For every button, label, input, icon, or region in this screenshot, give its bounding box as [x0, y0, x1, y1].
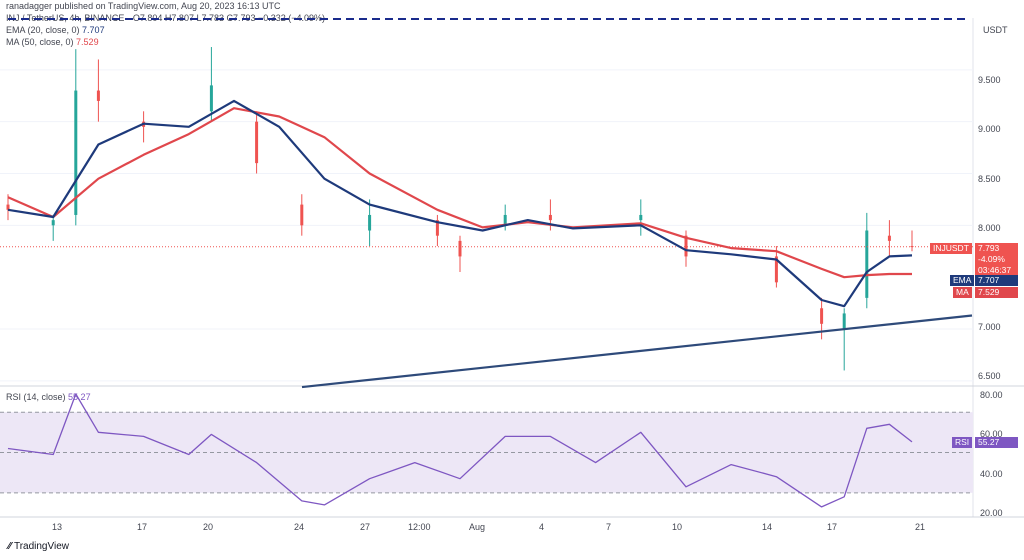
candle-body: [503, 214, 507, 226]
rsi-legend: RSI (14, close) 55.27: [6, 392, 91, 402]
candle-body: [684, 235, 688, 257]
support-trendline: [301, 314, 973, 389]
time-tick: 24: [294, 522, 304, 532]
rsi-legend-value: 55.27: [68, 392, 91, 402]
candle-body: [255, 121, 259, 164]
ma-value-tag: 7.529: [975, 287, 1018, 298]
price-tag: 7.793: [975, 243, 1018, 254]
time-tick: 17: [137, 522, 147, 532]
time-tick: Aug: [469, 522, 485, 532]
time-tick: 17: [827, 522, 837, 532]
ohlc-text: O7.804 H7.807 L7.783 C7.793 −0.332 (−4.0…: [132, 13, 326, 23]
candle-body: [74, 90, 78, 215]
ema-legend-label: EMA (20, close, 0): [6, 25, 80, 35]
time-axis: 13 17 20 24 27 12:00 Aug 4 7 10 14 17 21: [52, 522, 925, 532]
time-tick: 21: [915, 522, 925, 532]
publisher-line: ranadagger published on TradingView.com,…: [6, 1, 281, 11]
candle-body: [887, 235, 891, 241]
countdown-tag: 03:46:37: [975, 265, 1018, 276]
last-price-tag: INJUSDT: [930, 243, 972, 254]
time-tick: 4: [539, 522, 544, 532]
change-tag: -4.09%: [975, 254, 1018, 265]
rsi-band: [0, 411, 973, 494]
rsi-tick: 40.00: [980, 469, 1003, 479]
ema-legend: EMA (20, close, 0) 7.707: [6, 25, 105, 35]
time-tick: 14: [762, 522, 772, 532]
candle-body: [300, 204, 304, 226]
candle-body: [842, 313, 846, 329]
overlays: [0, 18, 973, 508]
tv-logo-text: TradingView: [13, 541, 69, 552]
price-tick: 9.000: [978, 124, 1001, 134]
candles: [0, 47, 973, 382]
rsi-legend-label: RSI (14, close): [6, 392, 66, 402]
candle-body: [774, 256, 778, 283]
price-tick: 8.000: [978, 223, 1001, 233]
symbol-tag: INJUSDT: [933, 243, 969, 253]
price-tick: 8.500: [978, 174, 1001, 184]
candle-body: [820, 308, 824, 324]
time-tick: 13: [52, 522, 62, 532]
tv-logo-icon: ⁄⁄: [8, 541, 12, 552]
time-tick: 7: [606, 522, 611, 532]
rsi-value-tag: 55.27: [975, 437, 1018, 448]
rsi-tick: 80.00: [980, 390, 1003, 400]
candle-body: [6, 204, 10, 210]
candle-body: [639, 214, 643, 221]
tradingview-logo: ⁄⁄ TradingView: [8, 541, 69, 552]
ema-value-tag: 7.707: [975, 275, 1018, 286]
rsi-tick: 20.00: [980, 508, 1003, 518]
candle-body: [51, 220, 55, 226]
ma-legend-label: MA (50, close, 0): [6, 37, 74, 47]
price-tick: 9.500: [978, 75, 1001, 85]
candle-body: [96, 90, 100, 101]
price-tick: 6.500: [978, 371, 1001, 381]
time-tick: 12:00: [408, 522, 431, 532]
symbol-line: INJ / TetherUS, 4h, BINANCE O7.804 H7.80…: [6, 13, 325, 23]
candle-body: [458, 240, 462, 257]
price-tick: 7.000: [978, 322, 1001, 332]
ema-legend-value: 7.707: [82, 25, 105, 35]
candle-body: [209, 85, 213, 112]
time-tick: 20: [203, 522, 213, 532]
rsi-tick: 60.00: [980, 429, 1003, 439]
time-tick: 10: [672, 522, 682, 532]
rsi-line: [7, 393, 913, 508]
time-tick: 27: [360, 522, 370, 532]
ma-legend: MA (50, close, 0) 7.529: [6, 37, 99, 47]
currency-label: USDT: [983, 25, 1008, 35]
ma-legend-value: 7.529: [76, 37, 99, 47]
ema-name-tag: EMA: [950, 275, 975, 286]
candle-body: [865, 230, 869, 298]
rsi-name-tag: RSI: [952, 437, 973, 448]
candle-body: [548, 214, 552, 221]
candle-body: [435, 220, 439, 236]
ema-line: [7, 99, 913, 308]
symbol-text: INJ / TetherUS, 4h, BINANCE: [6, 13, 125, 23]
candle-body: [368, 214, 372, 231]
ma-name-tag: MA: [953, 287, 972, 298]
